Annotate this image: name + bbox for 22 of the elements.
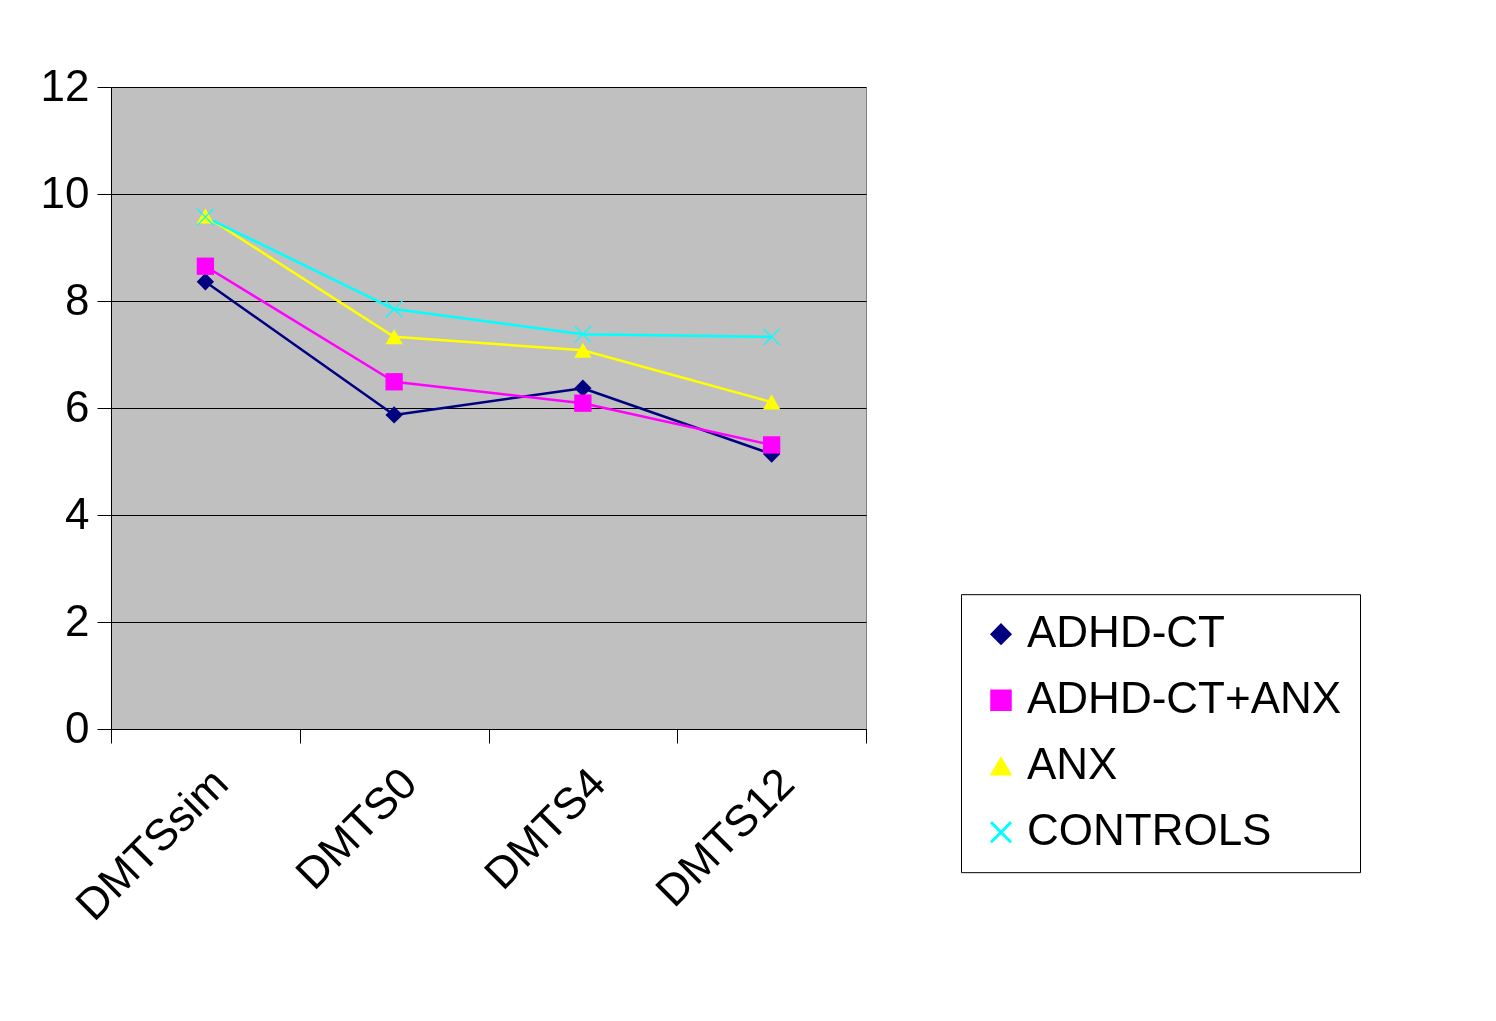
legend-label: ADHD-CT+ANX xyxy=(1027,673,1342,723)
point xyxy=(574,379,592,397)
point xyxy=(762,436,781,454)
y-tick-label: 12 xyxy=(40,60,90,110)
point xyxy=(385,406,403,424)
y-tick-label: 8 xyxy=(65,274,90,324)
y-tick-label: 0 xyxy=(65,702,90,752)
point xyxy=(385,329,403,345)
y-tick-label: 10 xyxy=(40,167,90,217)
y-tick-label: 6 xyxy=(65,381,90,431)
point xyxy=(574,342,592,358)
point xyxy=(574,394,592,412)
point xyxy=(762,328,781,346)
point xyxy=(385,373,403,391)
legend-label: CONTROLS xyxy=(1027,805,1272,855)
y-tick-label: 4 xyxy=(65,488,90,538)
y-tick-label: 2 xyxy=(65,595,90,645)
legend-label: ANX xyxy=(1027,739,1118,789)
legend-label: ADHD-CT xyxy=(1027,607,1225,657)
point xyxy=(196,257,215,275)
point xyxy=(196,273,215,291)
point xyxy=(762,394,781,410)
